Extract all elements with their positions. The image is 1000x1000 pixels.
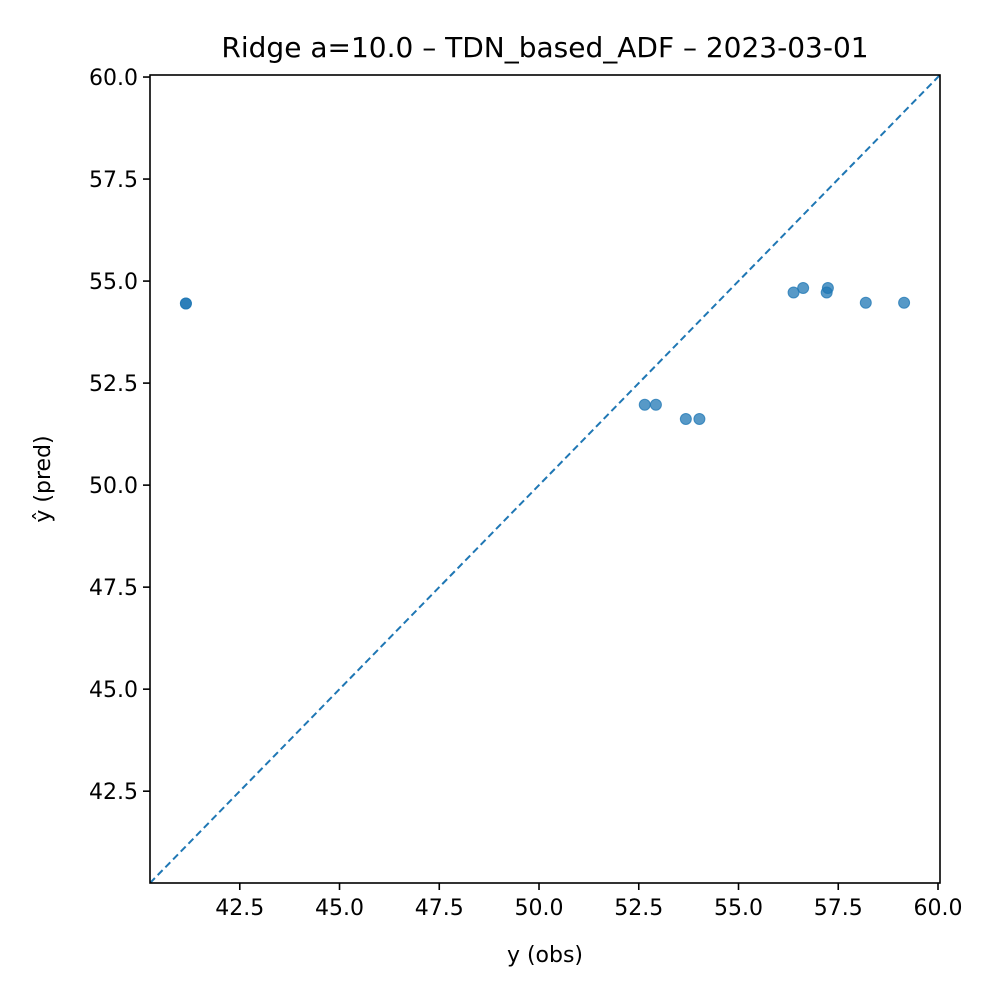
data-point <box>693 413 706 426</box>
y-tick-label: 55.0 <box>89 270 138 295</box>
y-tick-label: 50.0 <box>89 474 138 499</box>
data-point <box>179 297 192 310</box>
x-tick-label: 52.5 <box>614 896 663 921</box>
axes-frame <box>149 74 941 884</box>
y-tick-label: 57.5 <box>89 168 138 193</box>
chart-title: Ridge a=10.0 – TDN_based_ADF – 2023-03-0… <box>221 31 868 64</box>
x-tick-label: 50.0 <box>515 896 564 921</box>
y-tick-label: 52.5 <box>89 372 138 397</box>
data-point <box>638 398 651 411</box>
y-tick-label: 45.0 <box>89 678 138 703</box>
data-point <box>821 282 834 295</box>
data-point <box>898 296 911 309</box>
x-tick-label: 47.5 <box>415 896 464 921</box>
x-axis: 42.5 45.0 47.5 50.0 52.5 55.0 57.5 60.0 <box>215 883 962 921</box>
x-tick-label: 57.5 <box>814 896 863 921</box>
data-point <box>679 413 692 426</box>
y-tick-label: 60.0 <box>89 66 138 91</box>
identity-reference-line <box>150 75 940 883</box>
y-axis-label: ŷ (pred) <box>31 435 56 522</box>
x-tick-label: 42.5 <box>215 896 264 921</box>
data-point <box>787 286 800 299</box>
x-tick-label: 60.0 <box>914 896 963 921</box>
y-tick-label: 47.5 <box>89 576 138 601</box>
x-axis-label: y (obs) <box>507 943 583 968</box>
data-point <box>797 282 810 295</box>
plot-area <box>149 74 941 884</box>
data-point <box>649 398 662 411</box>
y-axis: 42.5 45.0 47.5 50.0 52.5 55.0 57.5 60.0 <box>89 66 150 805</box>
y-tick-label: 42.5 <box>89 780 138 805</box>
x-tick-label: 55.0 <box>714 896 763 921</box>
data-point <box>859 296 872 309</box>
x-tick-label: 45.0 <box>315 896 364 921</box>
